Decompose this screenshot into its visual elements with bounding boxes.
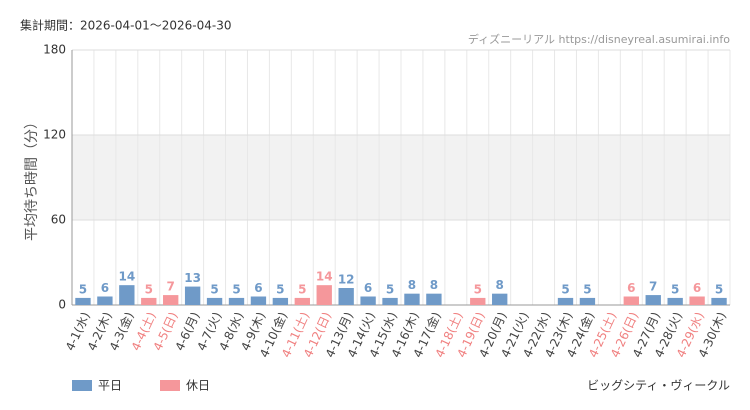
bar bbox=[667, 297, 683, 305]
legend-label: 休日 bbox=[186, 379, 210, 393]
value-label: 5 bbox=[145, 282, 153, 296]
bar bbox=[119, 285, 135, 305]
bar bbox=[206, 297, 223, 305]
value-label: 6 bbox=[364, 281, 372, 295]
bar bbox=[492, 293, 508, 305]
value-label: 6 bbox=[101, 281, 109, 295]
bar bbox=[316, 285, 332, 305]
bar bbox=[382, 297, 398, 305]
value-label: 5 bbox=[298, 282, 306, 296]
bar bbox=[623, 296, 639, 305]
bar bbox=[338, 288, 354, 305]
value-label: 5 bbox=[276, 282, 284, 296]
value-label: 14 bbox=[118, 270, 135, 284]
bar bbox=[579, 297, 596, 305]
source: ディズニーリアル https://disneyreal.asumirai.inf… bbox=[468, 32, 730, 46]
bar bbox=[141, 297, 157, 305]
value-label: 5 bbox=[210, 282, 218, 296]
value-label: 5 bbox=[561, 282, 569, 296]
y-tick-label: 120 bbox=[43, 128, 66, 142]
bar bbox=[163, 295, 179, 305]
value-label: 5 bbox=[386, 282, 394, 296]
bar bbox=[294, 297, 310, 305]
bar bbox=[557, 297, 574, 305]
bar bbox=[228, 297, 245, 305]
bar bbox=[272, 297, 289, 305]
value-label: 12 bbox=[338, 273, 355, 287]
value-label: 6 bbox=[627, 281, 635, 295]
value-label: 5 bbox=[583, 282, 591, 296]
value-label: 5 bbox=[715, 282, 723, 296]
bar bbox=[75, 297, 91, 305]
value-label: 8 bbox=[496, 278, 504, 292]
bar bbox=[250, 296, 267, 305]
value-label: 7 bbox=[167, 280, 175, 294]
y-axis-label: 平均待ち時間（分） bbox=[24, 115, 40, 241]
legend-label: 平日 bbox=[98, 379, 122, 393]
y-tick-label: 180 bbox=[43, 43, 66, 57]
value-label: 5 bbox=[474, 282, 482, 296]
legend-swatch bbox=[72, 380, 92, 391]
bar bbox=[689, 296, 705, 305]
legend-swatch bbox=[160, 380, 180, 391]
value-label: 5 bbox=[671, 282, 679, 296]
bar bbox=[426, 293, 442, 305]
y-tick-label: 0 bbox=[58, 298, 66, 312]
bar bbox=[184, 286, 201, 305]
value-label: 5 bbox=[232, 282, 240, 296]
period: 集計期間：2026-04-01～2026-04-30 bbox=[20, 18, 231, 33]
value-label: 8 bbox=[408, 278, 416, 292]
value-label: 13 bbox=[184, 271, 201, 285]
bar bbox=[645, 295, 661, 305]
attraction-name: ビッグシティ・ヴィークル bbox=[587, 378, 730, 393]
bar bbox=[404, 293, 420, 305]
value-label: 8 bbox=[430, 278, 438, 292]
bar bbox=[470, 297, 486, 305]
value-label: 6 bbox=[693, 281, 701, 295]
bar bbox=[360, 296, 376, 305]
bar bbox=[711, 297, 727, 305]
bar bbox=[97, 296, 113, 305]
value-label: 6 bbox=[254, 281, 262, 295]
y-tick-label: 60 bbox=[51, 213, 66, 227]
value-label: 7 bbox=[649, 280, 657, 294]
value-label: 14 bbox=[316, 270, 333, 284]
value-label: 5 bbox=[79, 282, 87, 296]
